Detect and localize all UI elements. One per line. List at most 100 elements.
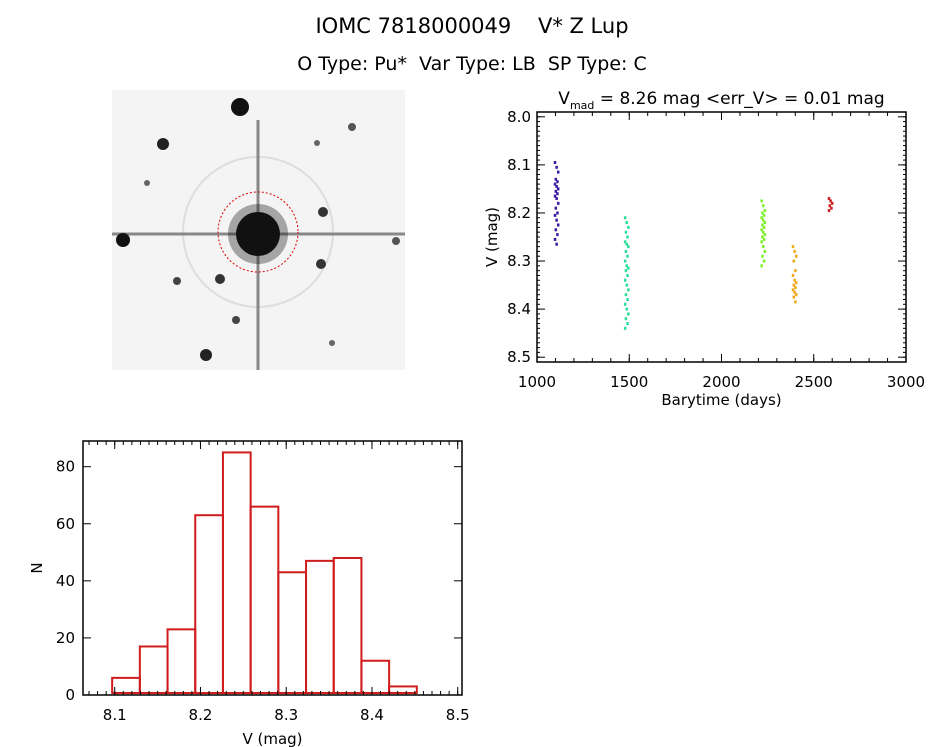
- data-point: [763, 209, 767, 213]
- data-point: [762, 237, 766, 241]
- data-point: [792, 283, 796, 287]
- data-point: [555, 242, 558, 246]
- data-point: [626, 254, 629, 258]
- x-tick-label: 3000: [887, 373, 925, 391]
- data-point: [827, 197, 831, 201]
- x-tick-label: 8.4: [360, 706, 384, 724]
- data-point: [761, 254, 764, 258]
- data-point: [827, 209, 831, 213]
- data-point: [625, 242, 628, 246]
- data-point: [555, 197, 558, 201]
- histogram-bar: [388, 685, 418, 695]
- data-point: [556, 223, 560, 227]
- x-tick-label: 1000: [518, 373, 556, 391]
- y-tick-label: 40: [56, 572, 75, 590]
- data-point: [760, 240, 763, 244]
- data-point: [627, 312, 630, 316]
- data-point: [553, 194, 557, 198]
- data-point: [761, 235, 764, 239]
- data-point: [792, 295, 796, 299]
- data-point: [556, 201, 560, 205]
- title-v: V: [558, 89, 570, 109]
- data-point: [626, 235, 629, 239]
- data-point: [556, 180, 559, 184]
- data-point: [627, 245, 630, 249]
- data-point: [556, 170, 560, 174]
- y-axis-label: V (mag): [483, 207, 501, 267]
- data-point: [762, 218, 765, 222]
- x-tick-label: 2500: [795, 373, 833, 391]
- data-point: [792, 259, 796, 263]
- data-point: [624, 317, 628, 321]
- data-point: [553, 237, 557, 241]
- histogram-bar: [111, 676, 141, 694]
- data-point: [623, 326, 627, 330]
- histogram-bar: [249, 505, 280, 694]
- data-point: [624, 230, 628, 234]
- data-point: [623, 216, 627, 220]
- x-tick-label: 8.1: [103, 706, 127, 724]
- data-point: [626, 298, 629, 301]
- y-tick-label: 20: [56, 629, 75, 647]
- data-point: [791, 288, 795, 292]
- y-tick-label: 8.4: [507, 300, 531, 318]
- y-tick-label: 0: [65, 686, 75, 704]
- data-point: [553, 213, 557, 217]
- histogram-bar: [360, 659, 391, 694]
- data-point: [625, 264, 628, 268]
- x-axis-label: Barytime (days): [661, 391, 781, 409]
- data-point: [626, 273, 629, 277]
- data-point: [624, 293, 628, 297]
- data-point: [623, 302, 627, 306]
- data-point: [625, 307, 628, 311]
- data-point: [794, 254, 798, 258]
- x-tick-label: 8.3: [274, 706, 298, 724]
- y-tick-label: 80: [56, 458, 75, 476]
- data-point: [760, 199, 763, 203]
- y-axis-label: N: [28, 562, 46, 573]
- data-point: [762, 230, 765, 234]
- data-point: [553, 160, 557, 164]
- chart-title: IOMC 7818000049 V* Z Lup: [315, 14, 629, 38]
- data-point: [556, 233, 559, 237]
- data-point: [762, 245, 765, 249]
- x-tick-label: 8.2: [189, 706, 213, 724]
- x-tick-label: 1500: [610, 373, 648, 391]
- sky-image: [112, 90, 405, 370]
- data-point: [794, 293, 798, 297]
- data-point: [793, 249, 796, 253]
- y-tick-label: 8.0: [507, 108, 531, 126]
- histogram-bar: [166, 628, 197, 695]
- data-point: [556, 187, 560, 191]
- histogram-plot: 8.1 8.2 8.3 8.4 8.5 0 20 40 60 80 V (mag) N: [28, 440, 470, 747]
- data-point: [830, 206, 833, 210]
- data-point: [829, 199, 832, 203]
- title-subscript: mad: [570, 99, 594, 112]
- data-point: [762, 259, 766, 263]
- data-point: [794, 281, 798, 285]
- x-tick-label: 2000: [702, 373, 740, 391]
- histogram-bar: [305, 559, 335, 694]
- data-point: [761, 211, 764, 215]
- data-point: [555, 185, 558, 189]
- data-point: [760, 216, 763, 220]
- data-point: [791, 245, 795, 249]
- data-point: [761, 223, 764, 227]
- histogram-bar: [277, 571, 308, 694]
- data-point: [793, 278, 796, 282]
- data-point: [627, 225, 630, 229]
- data-point: [828, 204, 832, 208]
- data-point: [554, 206, 558, 210]
- data-point: [791, 273, 795, 277]
- data-point: [623, 278, 627, 282]
- data-point: [553, 182, 557, 186]
- histogram-bar: [221, 451, 252, 695]
- histogram-bar: [332, 557, 363, 694]
- data-point: [760, 228, 763, 232]
- data-point: [624, 249, 628, 253]
- plot-title: Vmad = 8.26 mag <err_V> = 0.01 mag: [558, 89, 884, 112]
- data-point: [763, 249, 767, 253]
- target-circle: [217, 191, 299, 273]
- data-point: [794, 269, 797, 273]
- data-point: [794, 300, 797, 304]
